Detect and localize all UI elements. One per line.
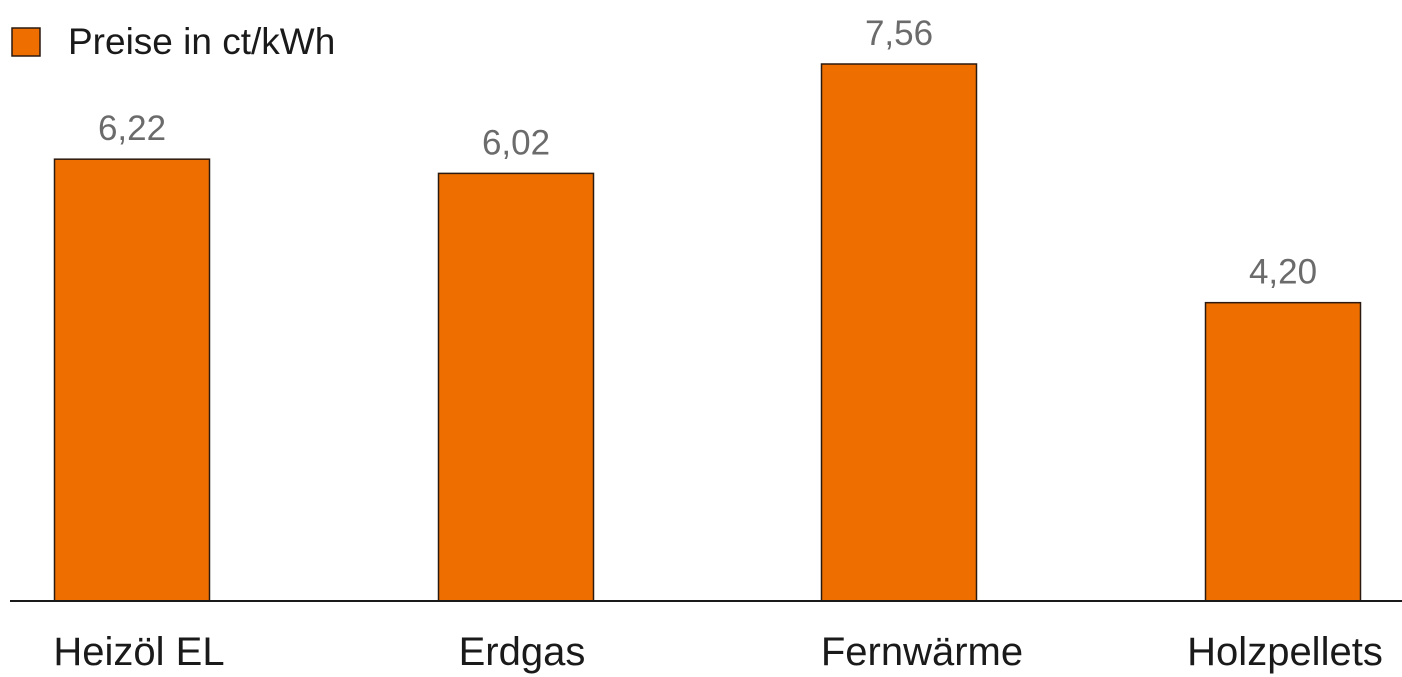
bar-3 — [1204, 301, 1362, 602]
category-label-2: Fernwärme — [821, 630, 1023, 674]
bar-2 — [820, 63, 978, 602]
category-label-3: Holzpellets — [1187, 630, 1383, 674]
bar-1 — [437, 172, 595, 602]
value-label-1: 6,02 — [482, 123, 550, 162]
value-label-3: 4,20 — [1249, 253, 1317, 292]
value-labels: 6,22 6,02 7,56 4,20 — [98, 14, 1317, 292]
value-label-2: 7,56 — [865, 14, 933, 53]
category-label-0: Heizöl EL — [53, 630, 224, 674]
bars — [53, 63, 1362, 602]
legend-swatch — [11, 27, 41, 57]
bar-0 — [53, 158, 211, 602]
category-label-1: Erdgas — [459, 630, 586, 674]
legend: Preise in ct/kWh — [11, 21, 335, 62]
value-label-0: 6,22 — [98, 109, 166, 148]
legend-label: Preise in ct/kWh — [68, 21, 335, 62]
category-labels: Heizöl EL Erdgas Fernwärme Holzpellets — [53, 630, 1382, 674]
